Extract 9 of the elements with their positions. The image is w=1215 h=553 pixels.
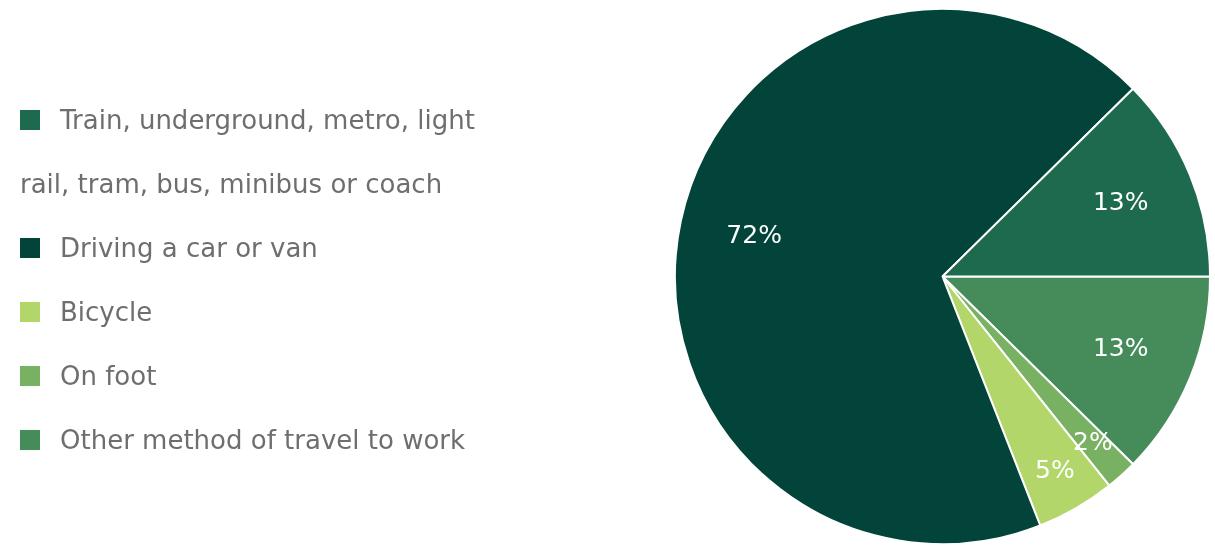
legend-label: On foot <box>59 360 158 393</box>
data-label: 72% <box>726 219 782 249</box>
legend-label: Driving a car or van <box>59 232 319 265</box>
data-label: 5% <box>1035 454 1075 484</box>
category-label: Train, underground, metro, light rail, tram, bus, minibus or coach <box>20 105 475 199</box>
data-label: 13% <box>1092 186 1149 216</box>
data-label: 13% <box>1092 333 1149 363</box>
legend-label: Bicycle <box>59 296 154 329</box>
legend-label: Other method of travel to work <box>59 424 467 457</box>
